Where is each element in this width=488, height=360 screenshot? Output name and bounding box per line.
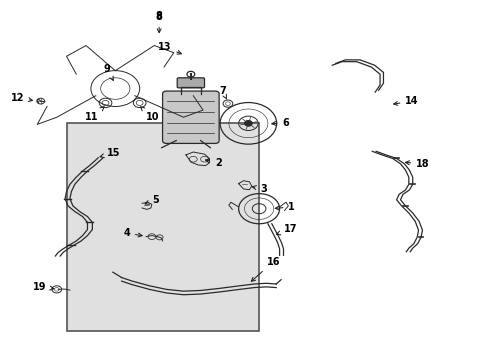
Text: 14: 14 xyxy=(393,96,418,106)
FancyBboxPatch shape xyxy=(177,78,204,88)
Text: 7: 7 xyxy=(219,86,226,99)
Text: 10: 10 xyxy=(140,107,159,122)
Text: 8: 8 xyxy=(155,11,163,21)
FancyBboxPatch shape xyxy=(162,91,219,143)
Text: 4: 4 xyxy=(123,228,142,238)
Text: 16: 16 xyxy=(251,257,279,282)
Text: 6: 6 xyxy=(271,118,289,128)
Text: 3: 3 xyxy=(252,184,266,194)
Text: 11: 11 xyxy=(84,107,104,122)
Text: 1: 1 xyxy=(275,202,295,212)
Text: 9: 9 xyxy=(103,64,113,80)
Circle shape xyxy=(244,121,252,126)
Text: 15: 15 xyxy=(100,148,120,158)
Text: 5: 5 xyxy=(145,195,158,205)
Text: 17: 17 xyxy=(276,225,296,235)
Text: 18: 18 xyxy=(405,159,429,169)
FancyBboxPatch shape xyxy=(66,123,259,330)
Text: 8: 8 xyxy=(155,12,163,33)
Text: 19: 19 xyxy=(33,282,54,292)
Text: 12: 12 xyxy=(11,93,32,103)
Text: 13: 13 xyxy=(158,42,181,54)
Text: 2: 2 xyxy=(205,158,222,168)
